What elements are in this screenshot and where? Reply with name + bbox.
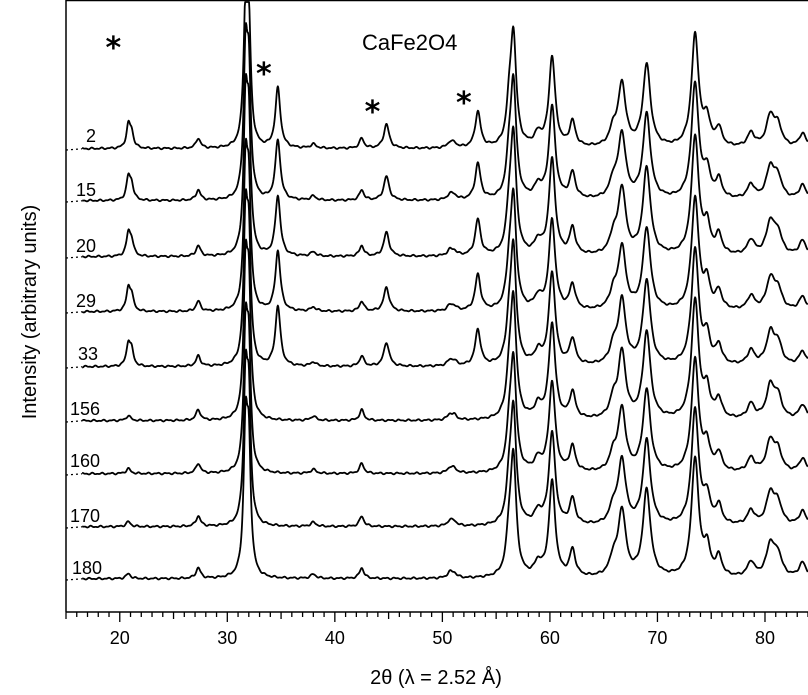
series-leader-33 (65, 366, 83, 369)
series-leader-15 (65, 200, 83, 203)
series-line-170 (81, 348, 808, 529)
impurity-marker: * (256, 57, 272, 92)
series-line-33 (81, 188, 808, 369)
series-line-29 (81, 137, 808, 314)
series-line-15 (81, 22, 808, 203)
series-line-20 (81, 72, 808, 259)
series-label-33: 33 (78, 344, 98, 364)
series-label-15: 15 (76, 180, 96, 200)
series-leader-29 (65, 311, 83, 314)
series-label-170: 170 (70, 506, 100, 526)
series-label-29: 29 (76, 291, 96, 311)
series-label-layer: 2 15 20 29 33 156 160 170 180 (70, 126, 102, 578)
series-leader-2 (65, 148, 83, 151)
x-tick-label: 20 (110, 628, 130, 648)
impurity-marker: * (365, 95, 381, 130)
series-leader-20 (65, 256, 83, 259)
y-axis-title: Intensity (arbitrary units) (19, 205, 41, 420)
series-leader-180 (65, 578, 83, 581)
impurity-marker: * (456, 86, 472, 121)
plot-frame (65, 0, 808, 612)
series-line-180 (81, 395, 808, 581)
series-label-160: 160 (70, 451, 100, 471)
x-tick-label: 70 (647, 628, 667, 648)
x-tick-label: 30 (217, 628, 237, 648)
series-label-180: 180 (72, 558, 102, 578)
x-axis: 20 30 40 50 60 70 80 (65, 611, 808, 648)
series-line-2 (81, 1, 808, 151)
series-layer (65, 1, 808, 581)
series-label-156: 156 (70, 399, 100, 419)
series-label-20: 20 (76, 236, 96, 256)
x-tick-label: 80 (755, 628, 775, 648)
series-leader-170 (65, 526, 83, 529)
x-tick-label: 50 (432, 628, 452, 648)
series-line-160 (81, 301, 808, 476)
impurity-marker: * (105, 31, 121, 66)
series-label-2: 2 (86, 126, 96, 146)
series-line-156 (81, 238, 808, 423)
chart-title: CaFe2O4 (362, 30, 457, 55)
x-tick-label: 40 (325, 628, 345, 648)
x-axis-title: 2θ (λ = 2.52 Å) (370, 666, 502, 689)
impurity-marker-layer: * * * * (105, 31, 472, 130)
series-leader-160 (65, 473, 83, 476)
series-leader-156 (65, 420, 83, 423)
x-tick-label: 60 (540, 628, 560, 648)
